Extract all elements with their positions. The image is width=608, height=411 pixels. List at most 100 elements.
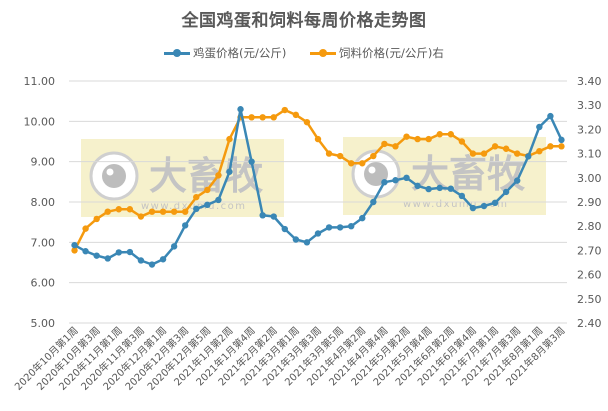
- data-point[interactable]: [348, 160, 355, 167]
- data-point[interactable]: [137, 213, 145, 220]
- data-point[interactable]: [148, 261, 156, 268]
- data-point[interactable]: [303, 118, 311, 126]
- legend-swatch-egg-icon: [164, 49, 190, 57]
- data-point[interactable]: [359, 214, 366, 222]
- legend-item-egg-price[interactable]: 鸡蛋价格(元/公斤): [164, 45, 286, 61]
- data-point[interactable]: [547, 143, 554, 150]
- data-point[interactable]: [93, 215, 100, 223]
- data-point[interactable]: [480, 202, 488, 210]
- data-point[interactable]: [458, 192, 466, 200]
- data-point[interactable]: [425, 135, 432, 143]
- data-point[interactable]: [536, 147, 543, 155]
- data-point[interactable]: [525, 153, 532, 160]
- data-point[interactable]: [558, 136, 565, 144]
- y2-tick-label: 3.10: [577, 148, 602, 161]
- data-point[interactable]: [182, 222, 189, 229]
- data-point[interactable]: [126, 248, 134, 256]
- data-point[interactable]: [414, 135, 421, 143]
- data-point[interactable]: [248, 114, 255, 121]
- data-point[interactable]: [458, 138, 466, 145]
- data-point[interactable]: [259, 114, 266, 121]
- data-point[interactable]: [104, 255, 111, 262]
- data-point[interactable]: [480, 150, 488, 157]
- data-point[interactable]: [392, 143, 399, 150]
- y2-tick-label: 2.80: [577, 220, 602, 233]
- data-point[interactable]: [270, 114, 277, 121]
- x-axis: 2020年10月第1周2020年10月第3周2020年11月第1周2020年11…: [12, 324, 568, 393]
- data-point[interactable]: [170, 208, 178, 215]
- data-point[interactable]: [359, 160, 366, 167]
- data-point[interactable]: [159, 208, 167, 215]
- data-point[interactable]: [491, 199, 499, 207]
- data-point[interactable]: [403, 174, 410, 181]
- data-point[interactable]: [414, 182, 421, 190]
- data-point[interactable]: [148, 208, 156, 215]
- y-tick-label: 10.00: [24, 115, 56, 128]
- data-point[interactable]: [159, 256, 167, 263]
- data-point[interactable]: [381, 140, 388, 148]
- data-point[interactable]: [281, 106, 288, 114]
- data-point[interactable]: [82, 225, 89, 232]
- data-point[interactable]: [447, 131, 454, 138]
- data-point[interactable]: [126, 206, 134, 213]
- data-point[interactable]: [303, 239, 311, 246]
- data-point[interactable]: [469, 150, 477, 157]
- data-point[interactable]: [392, 177, 399, 184]
- data-point[interactable]: [104, 208, 111, 215]
- data-point[interactable]: [348, 223, 355, 230]
- data-point[interactable]: [259, 212, 266, 219]
- data-point[interactable]: [71, 241, 78, 249]
- data-point[interactable]: [403, 133, 410, 140]
- data-point[interactable]: [292, 111, 300, 119]
- data-point[interactable]: [292, 236, 300, 243]
- data-point[interactable]: [325, 150, 333, 157]
- data-point[interactable]: [514, 177, 521, 184]
- data-point[interactable]: [502, 188, 510, 196]
- watermark-url: www.dxumu.com: [141, 201, 247, 212]
- data-point[interactable]: [425, 185, 432, 193]
- data-point[interactable]: [93, 252, 100, 259]
- data-point[interactable]: [547, 112, 554, 120]
- data-point[interactable]: [193, 205, 200, 213]
- data-point[interactable]: [370, 198, 377, 206]
- data-point[interactable]: [314, 230, 322, 237]
- data-point[interactable]: [336, 224, 344, 231]
- data-point[interactable]: [491, 143, 499, 150]
- data-point[interactable]: [558, 143, 565, 150]
- series-egg-price: [71, 106, 565, 268]
- data-point[interactable]: [436, 184, 443, 192]
- data-point[interactable]: [115, 249, 123, 256]
- y-tick-label: 7.00: [31, 236, 56, 249]
- data-point[interactable]: [215, 196, 222, 204]
- data-point[interactable]: [436, 131, 443, 138]
- data-point[interactable]: [270, 213, 277, 220]
- data-point[interactable]: [314, 135, 322, 143]
- data-point[interactable]: [469, 204, 477, 212]
- y2-tick-label: 3.00: [577, 172, 602, 185]
- data-point[interactable]: [237, 106, 244, 113]
- data-point[interactable]: [204, 186, 211, 194]
- data-point[interactable]: [215, 172, 222, 179]
- data-point[interactable]: [226, 135, 233, 143]
- legend-item-feed-price[interactable]: 饲料价格(元/公斤)右: [310, 45, 444, 61]
- data-point[interactable]: [204, 201, 211, 209]
- data-point[interactable]: [336, 152, 344, 160]
- data-point[interactable]: [71, 247, 78, 254]
- data-point[interactable]: [248, 158, 255, 165]
- data-point[interactable]: [281, 225, 288, 233]
- data-point[interactable]: [193, 193, 200, 201]
- data-point[interactable]: [115, 206, 123, 213]
- data-point[interactable]: [536, 123, 543, 131]
- data-point[interactable]: [370, 152, 377, 160]
- data-point[interactable]: [82, 248, 89, 255]
- data-point[interactable]: [226, 168, 233, 175]
- data-point[interactable]: [137, 257, 145, 264]
- data-point[interactable]: [182, 208, 189, 215]
- data-point[interactable]: [447, 185, 454, 192]
- data-point[interactable]: [325, 224, 333, 231]
- data-point[interactable]: [502, 145, 510, 152]
- data-point[interactable]: [381, 179, 388, 186]
- data-point[interactable]: [170, 243, 178, 250]
- data-point[interactable]: [514, 150, 521, 157]
